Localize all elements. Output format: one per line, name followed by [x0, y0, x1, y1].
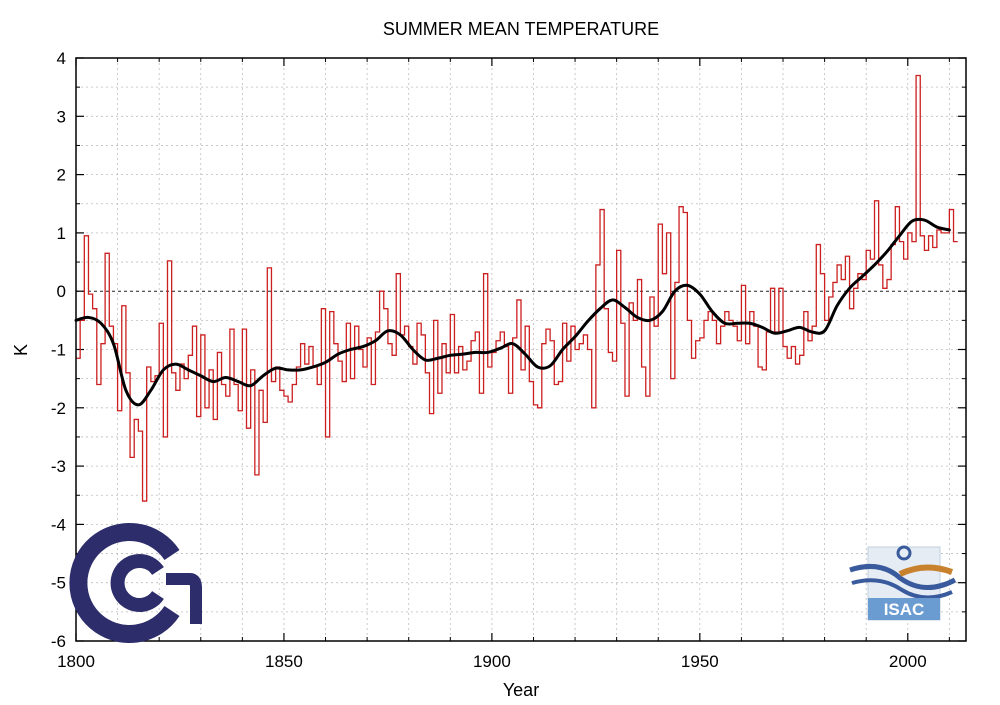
isac-logo: ISAC [849, 545, 957, 621]
y-tick-label: -1 [51, 341, 66, 360]
y-tick-label: -6 [51, 632, 66, 651]
y-tick-label: -3 [51, 457, 66, 476]
tick-labels: -6 -5 -4 -3 -2 -1 0 1 2 3 4 1800 1850 1900 1950 2000 [51, 49, 927, 671]
y-tick-label: 2 [57, 166, 66, 185]
y-tick-label: -4 [51, 515, 66, 534]
plot-frame [75, 57, 967, 642]
cnr-logo [69, 523, 202, 643]
y-tick-label: 3 [57, 107, 66, 126]
x-tick-label: 1900 [473, 652, 511, 671]
grid [76, 58, 966, 641]
y-tick-label: 0 [57, 282, 66, 301]
y-tick-label: -2 [51, 399, 66, 418]
y-axis-label: K [11, 344, 31, 356]
y-tick-label: -5 [51, 574, 66, 593]
x-axis-label: Year [503, 680, 539, 700]
x-tick-label: 1850 [265, 652, 303, 671]
y-tick-label: 1 [57, 224, 66, 243]
isac-logo-text: ISAC [884, 600, 925, 619]
y-tick-label: 4 [57, 49, 66, 68]
smoothed-temperature-line [74, 217, 951, 407]
x-tick-label: 1800 [57, 652, 95, 671]
x-tick-label: 1950 [681, 652, 719, 671]
x-tick-label: 2000 [889, 652, 927, 671]
chart-title: SUMMER MEAN TEMPERATURE [383, 19, 659, 39]
